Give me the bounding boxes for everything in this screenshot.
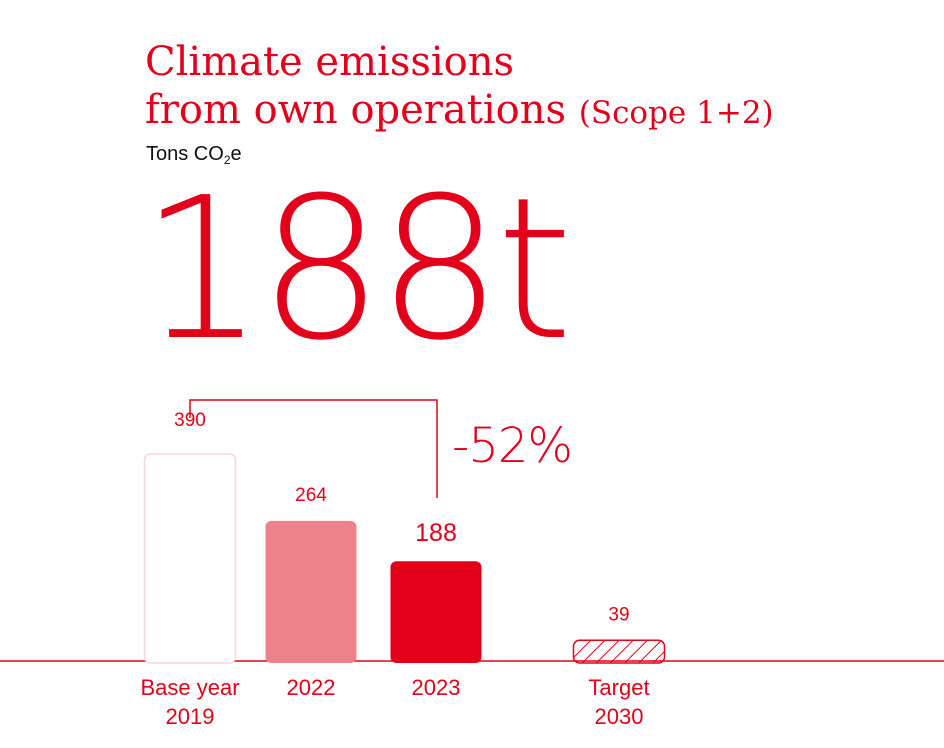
- value-label-2: 188: [415, 519, 457, 547]
- bar-3: [572, 639, 666, 664]
- change-percentage: -52%: [452, 418, 573, 474]
- bars-group: [143, 453, 666, 664]
- category-label-3-0: Target: [588, 675, 649, 700]
- unit-subscript: 2: [223, 153, 231, 167]
- unit-label: Tons CO2e: [146, 143, 242, 167]
- labels-group: 390 Base year 2019 264 2022 188 2023 39 Target 20…: [140, 410, 649, 729]
- category-label-1-0: 2022: [287, 675, 336, 700]
- comparison-bracket: [189, 399, 438, 498]
- value-label-3: 39: [608, 604, 629, 625]
- category-label-0-1: 2019: [166, 704, 215, 729]
- value-label-0: 390: [174, 410, 206, 431]
- category-label-0-0: Base year: [140, 675, 239, 700]
- category-label-3-1: 2030: [595, 704, 644, 729]
- bar-1: [265, 520, 357, 663]
- chart-title: Climate emissions from own operations (S…: [145, 38, 774, 137]
- title-line-2: from own operations (Scope 1+2): [145, 86, 774, 137]
- unit-prefix: Tons CO: [146, 143, 224, 165]
- unit-suffix: e: [230, 143, 242, 165]
- category-label-2-0: 2023: [412, 675, 461, 700]
- bar-2: [390, 561, 482, 663]
- headline-value: 188t: [140, 156, 573, 384]
- bar-0: [143, 453, 237, 664]
- title-scope-suffix: (Scope 1+2): [578, 95, 774, 131]
- title-line-1: Climate emissions: [145, 39, 515, 85]
- value-label-1: 264: [295, 485, 327, 506]
- title-line-2-text: from own operations: [145, 87, 567, 133]
